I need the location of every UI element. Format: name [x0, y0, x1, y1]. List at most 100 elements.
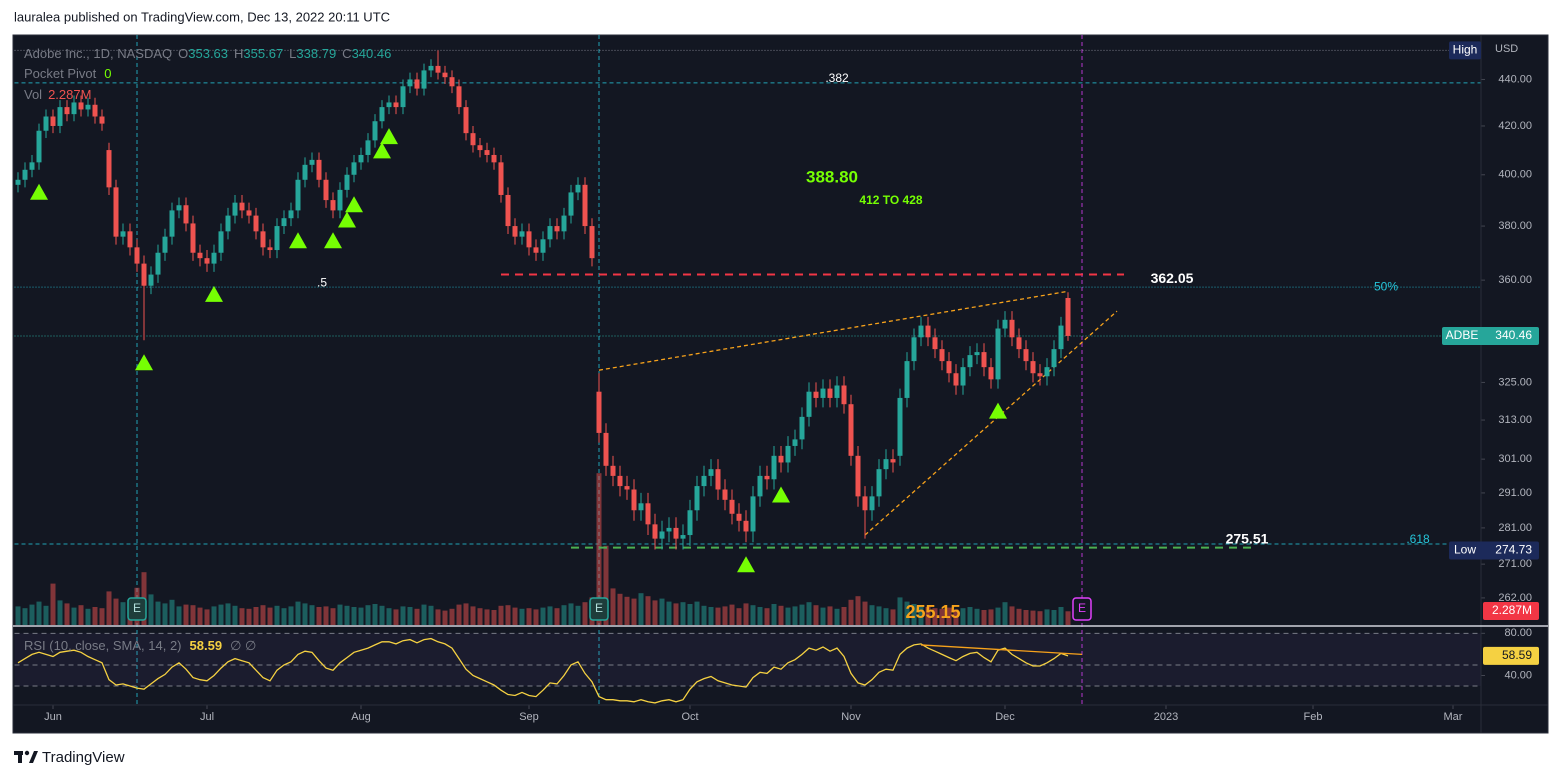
legend-volume: Vol 2.287M	[24, 87, 91, 102]
candle-body	[183, 205, 189, 224]
candle-body	[960, 367, 966, 386]
candle-body	[1037, 373, 1043, 377]
volume-bar	[204, 609, 210, 625]
candle-body	[568, 192, 574, 216]
volume-bar	[29, 604, 35, 625]
candle-body	[638, 503, 644, 511]
pocket-pivot-marker	[324, 232, 342, 249]
candle-body	[456, 86, 462, 108]
volume-bar	[1030, 610, 1036, 625]
candle-body	[932, 337, 938, 350]
candle-body	[974, 352, 980, 356]
volume-bar	[442, 610, 448, 625]
price-tag	[1442, 326, 1539, 345]
candle-body	[911, 337, 917, 362]
volume-bar	[1023, 610, 1029, 625]
candle-body	[848, 404, 854, 456]
volume-bar	[813, 605, 819, 625]
x-tick-label: Sep	[519, 711, 539, 723]
volume-bar	[722, 606, 728, 625]
candle-body	[421, 70, 427, 89]
trendline	[864, 310, 1118, 536]
volume-name: Vol	[24, 87, 42, 102]
volume-bar	[743, 603, 749, 625]
candle-body	[750, 496, 756, 532]
high-tag	[1449, 41, 1481, 60]
candle-body	[71, 102, 77, 115]
volume-bar	[582, 602, 588, 625]
candle-body	[694, 486, 700, 511]
volume-bar	[1009, 606, 1015, 625]
volume-bar	[358, 607, 364, 625]
candle-body	[624, 486, 630, 490]
pocket-pivot-marker	[205, 285, 223, 302]
candle-body	[1044, 367, 1050, 377]
candle-body	[533, 247, 539, 253]
candle-body	[1002, 319, 1008, 329]
volume-bar	[92, 607, 98, 625]
rsi-trendline	[920, 644, 1083, 656]
candle-body	[232, 202, 238, 216]
candle-body	[400, 86, 406, 108]
volume-bar	[869, 605, 875, 625]
pocket-pivot-marker	[345, 196, 363, 213]
volume-bar	[911, 604, 917, 625]
volume-bar	[631, 598, 637, 625]
candle-body	[64, 107, 70, 115]
volume-bar	[575, 605, 581, 625]
volume-bar	[568, 603, 574, 625]
volume-bar	[1058, 607, 1064, 625]
candle-body	[330, 200, 336, 211]
rsi-tick-label: 80.00	[1504, 627, 1532, 639]
volume-bar	[22, 608, 28, 625]
volume-bar	[806, 602, 812, 625]
candle-body	[799, 416, 805, 440]
candle-body	[519, 231, 525, 237]
volume-bar	[687, 604, 693, 625]
earnings-badge	[589, 597, 609, 621]
volume-bar	[407, 607, 413, 625]
volume-bar	[379, 605, 385, 625]
candle-body	[764, 475, 770, 480]
volume-bar	[918, 605, 924, 625]
ohlc-prefix: L	[289, 46, 296, 61]
candle-body	[673, 527, 679, 539]
candle-body	[372, 121, 378, 141]
legend-pivot: Pocket Pivot 0	[24, 66, 112, 81]
candle-body	[106, 150, 112, 188]
candle-body	[288, 210, 294, 219]
volume-bar	[932, 608, 938, 625]
candle-body	[85, 104, 91, 110]
candle-body	[785, 445, 791, 463]
candle-body	[582, 184, 588, 227]
candle-body	[344, 174, 350, 190]
candle-body	[897, 397, 903, 456]
candle-body	[778, 455, 784, 463]
logo-part	[18, 751, 22, 763]
volume-bar	[610, 588, 616, 625]
volume-bar	[239, 608, 245, 625]
candle-body	[540, 239, 546, 253]
candle-body	[820, 388, 826, 398]
candle-body	[547, 226, 553, 240]
candle-body	[204, 258, 210, 264]
x-tick-label: 2023	[1154, 711, 1178, 723]
volume-bar	[169, 599, 175, 625]
candle-body	[351, 162, 357, 175]
candle-body	[953, 373, 959, 386]
volume-bar	[302, 603, 308, 625]
rsi-tag	[1483, 646, 1539, 665]
volume-bar	[603, 545, 609, 625]
volume-bar	[841, 607, 847, 625]
candle-body	[666, 527, 672, 532]
volume-bar	[554, 608, 560, 625]
price-tag-value: 340.46	[1495, 328, 1532, 342]
volume-bar	[295, 601, 301, 625]
pocket-pivot-marker	[135, 354, 153, 371]
candle-body	[890, 459, 896, 463]
volume-tag-value: 2.287M	[1492, 603, 1532, 617]
candle-body	[169, 210, 175, 237]
candle-body	[309, 159, 315, 165]
volume-bar	[274, 605, 280, 625]
